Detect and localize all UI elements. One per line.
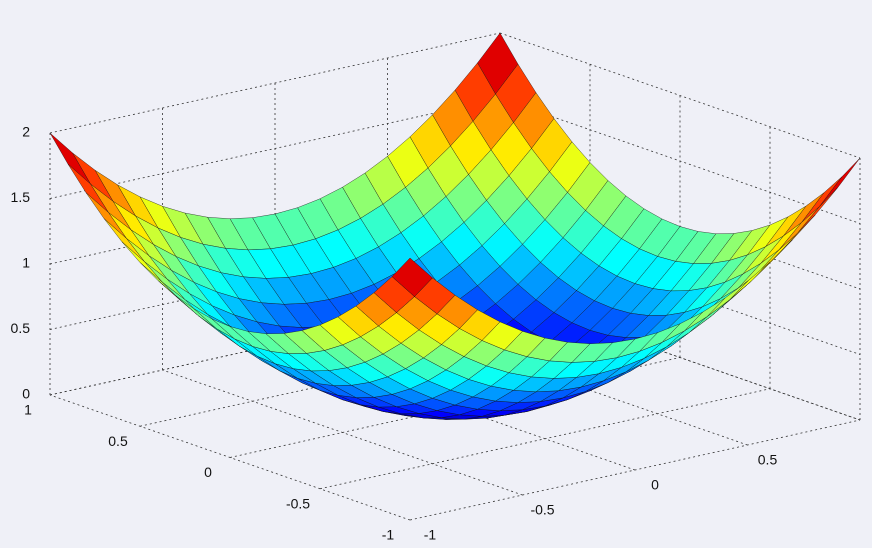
x-tick-label: 0.5 bbox=[758, 452, 778, 468]
surface-face bbox=[391, 257, 433, 297]
surface-face bbox=[49, 132, 91, 185]
grid-line bbox=[49, 32, 501, 134]
grid-line bbox=[499, 294, 861, 421]
grid-line bbox=[499, 98, 861, 224]
z-tick-label: 0 bbox=[22, 386, 30, 402]
y-tick-label: -1 bbox=[382, 527, 395, 543]
z-tick-label: 1 bbox=[22, 255, 30, 271]
grid-line bbox=[409, 419, 861, 521]
surface-face bbox=[801, 176, 843, 223]
y-tick-label: 1 bbox=[24, 402, 32, 418]
grid-line bbox=[49, 98, 501, 199]
y-tick-label: 0 bbox=[204, 464, 212, 480]
z-tick-label: 0.5 bbox=[11, 320, 31, 336]
z-tick-label: 2 bbox=[22, 124, 30, 140]
y-tick-label: -0.5 bbox=[286, 495, 310, 511]
y-tick-label: 0.5 bbox=[108, 433, 128, 449]
x-tick-label: -1 bbox=[424, 527, 437, 543]
surface-face bbox=[819, 157, 861, 207]
grid-line bbox=[319, 388, 771, 490]
x-tick-label: 0 bbox=[651, 477, 659, 493]
grid-line bbox=[499, 32, 861, 159]
x-tick-label: -0.5 bbox=[530, 502, 554, 518]
z-tick-label: 1.5 bbox=[11, 189, 31, 205]
